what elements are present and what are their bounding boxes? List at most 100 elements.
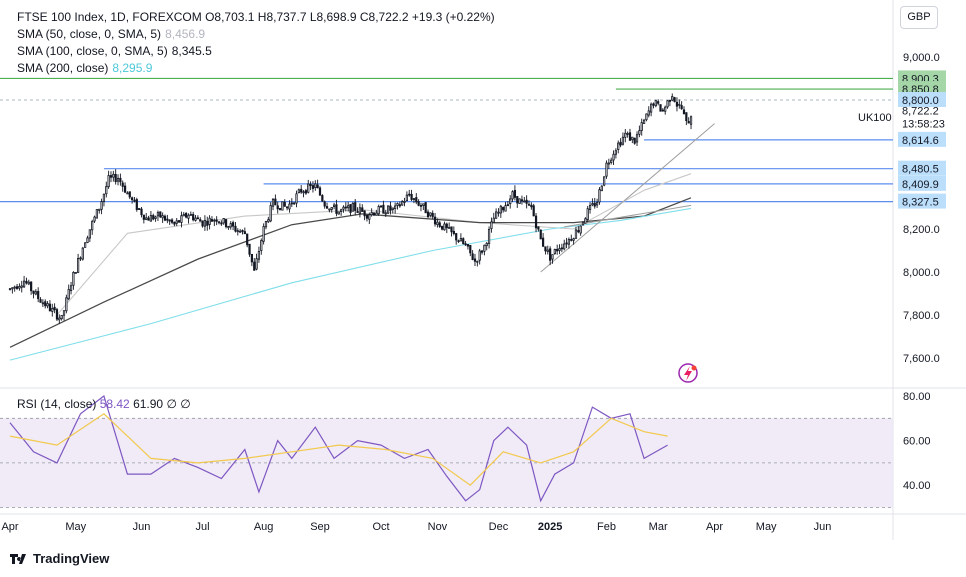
candle-body (123, 185, 127, 193)
rsi-empty-2: ∅ (180, 397, 191, 411)
candle-body (239, 230, 242, 233)
candle-body (640, 122, 643, 131)
candle-body (217, 221, 221, 224)
candle-body (318, 187, 322, 196)
time-tick-label: Apr (706, 521, 723, 533)
sma200-label[interactable]: SMA (200, close) (17, 61, 109, 75)
sma100-label[interactable]: SMA (100, close, 0, SMA, 5) (17, 44, 168, 58)
candle-body (309, 183, 312, 187)
candle-body (401, 201, 404, 206)
time-tick-label: Sep (310, 521, 330, 533)
candle-body (556, 248, 559, 252)
candle-body (135, 199, 138, 210)
candle-body (180, 215, 183, 223)
candle-body (530, 204, 533, 208)
candle-body (307, 183, 310, 193)
candle-body (281, 201, 284, 211)
candle-body (511, 191, 514, 200)
candle-body (243, 231, 246, 235)
candle-body (128, 191, 131, 198)
candle-body (534, 215, 538, 229)
candle-body (215, 219, 218, 222)
candle-body (375, 212, 378, 216)
candle-body (389, 205, 392, 211)
candle-body (84, 242, 87, 248)
candle-body (422, 203, 425, 206)
candle-body (41, 302, 44, 305)
candle-body (152, 215, 155, 220)
candle-body (370, 211, 373, 216)
candle-body (269, 205, 272, 222)
candle-body (62, 310, 66, 316)
candle-body (15, 286, 19, 289)
candle-body (462, 238, 465, 245)
sma-line-1 (9, 197, 692, 348)
candle-body (246, 233, 249, 246)
candle-body (163, 215, 167, 221)
rsi-label[interactable]: RSI (14, close) (17, 397, 97, 411)
candle-body (577, 230, 580, 233)
ohlc-values: O8,703.1 H8,737.7 L8,698.9 C8,722.2 +19.… (205, 10, 495, 24)
candle-body (25, 280, 28, 284)
candle-body (278, 208, 282, 210)
candle-body (689, 116, 693, 125)
candle-body (617, 142, 620, 150)
candle-body (523, 200, 526, 203)
candle-body (384, 212, 387, 215)
candle-body (229, 223, 232, 228)
candle-body (586, 208, 589, 220)
time-tick-label: Jul (196, 521, 210, 533)
rsi-value: 58.42 (99, 397, 130, 411)
candle-body (290, 202, 293, 205)
candle-body (354, 202, 357, 211)
candle-body (544, 246, 547, 252)
candle-body (53, 306, 56, 311)
candle-body (156, 212, 160, 217)
time-tick-label: Jun (133, 521, 151, 533)
candle-body (27, 281, 30, 285)
candle-body (394, 205, 397, 209)
candle-body (426, 211, 430, 218)
candle-body (107, 175, 110, 188)
candle-body (173, 221, 176, 225)
candle-body (356, 211, 359, 213)
candle-body (67, 288, 70, 300)
candle-body (358, 207, 362, 214)
currency-button[interactable]: GBP (900, 6, 938, 29)
candle-body (476, 260, 479, 263)
price-tick-label: 9,000.0 (903, 52, 940, 64)
candle-body (114, 174, 117, 182)
candle-body (314, 183, 317, 189)
level-tag-bg (898, 160, 946, 176)
level-tag-bg (898, 92, 946, 107)
candle-body (509, 198, 512, 205)
price-tick-label: 7,800.0 (903, 310, 940, 322)
candle-body (30, 281, 33, 292)
candle-body (492, 217, 495, 223)
candle-body (685, 112, 688, 122)
candle-body (274, 198, 277, 206)
candle-body (403, 200, 406, 203)
candle-body (365, 214, 369, 219)
sma50-label[interactable]: SMA (50, close, 0, SMA, 5) (17, 27, 162, 41)
candle-body (410, 193, 413, 200)
candle-body (495, 211, 498, 219)
time-tick-label: Mar (649, 521, 668, 533)
candle-body (574, 229, 578, 239)
candle-body (276, 205, 279, 210)
candle-body (201, 220, 204, 227)
candle-body (659, 104, 662, 112)
candle-body (610, 159, 613, 163)
candle-body (109, 175, 113, 178)
candle-body (506, 204, 509, 207)
candle-body (567, 239, 571, 245)
rsi-tick-label: 40.00 (903, 480, 931, 492)
candle-body (131, 197, 134, 201)
level-tag-label: 8,409.9 (902, 179, 939, 191)
rsi-legend: RSI (14, close) 58.42 61.90 ∅ ∅ (17, 397, 191, 411)
candle-body (340, 209, 343, 212)
candle-body (72, 272, 75, 286)
candle-body (598, 189, 601, 203)
candle-body (342, 206, 345, 210)
